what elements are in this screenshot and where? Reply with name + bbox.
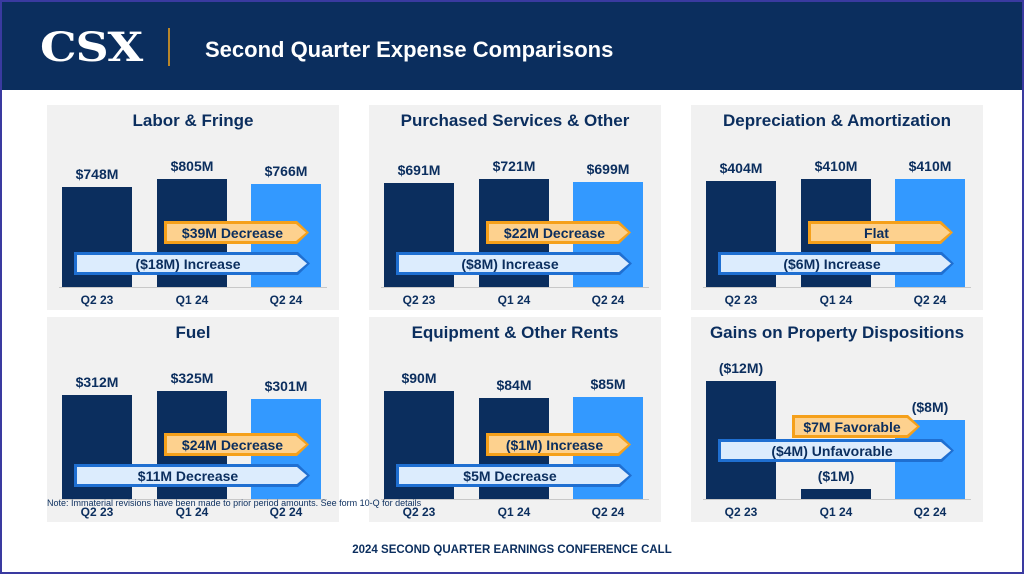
year-over-year-change-text: ($6M) Increase xyxy=(721,255,951,272)
sequential-change-text: $22M Decrease xyxy=(489,224,628,241)
data-label: $90M xyxy=(401,370,437,386)
data-label: $312M xyxy=(75,374,119,391)
category-label: Q2 24 xyxy=(591,293,625,307)
category-label: Q1 24 xyxy=(175,505,209,519)
sequential-change-arrow: $7M Favorable xyxy=(792,415,920,438)
category-label: Q2 23 xyxy=(724,505,758,519)
sequential-change-text: $24M Decrease xyxy=(167,436,306,453)
year-over-year-change-arrow: $11M Decrease xyxy=(74,464,310,487)
category-label: Q2 24 xyxy=(269,505,303,519)
year-over-year-change-text: $5M Decrease xyxy=(399,467,629,484)
data-label: $721M xyxy=(492,158,536,174)
sequential-change-arrow: $22M Decrease xyxy=(486,221,631,244)
baseline xyxy=(703,499,971,500)
data-label: $766M xyxy=(264,163,308,180)
header-bar: CSX Second Quarter Expense Comparisons xyxy=(2,2,1022,90)
category-label: Q1 24 xyxy=(175,293,209,307)
slide-title: Second Quarter Expense Comparisons xyxy=(205,37,614,62)
sequential-change-text: $7M Favorable xyxy=(795,418,917,435)
chart-title: Depreciation & Amortization xyxy=(723,111,951,130)
category-label: Q1 24 xyxy=(497,293,531,307)
chart-title: Fuel xyxy=(175,323,211,342)
category-label: Q2 24 xyxy=(269,293,303,307)
chart-panel: Purchased Services & Other $691M Q2 23 $721… xyxy=(369,105,661,310)
chart-title: Purchased Services & Other xyxy=(400,111,630,130)
sequential-change-arrow: Flat xyxy=(808,221,953,244)
year-over-year-change-arrow: ($6M) Increase xyxy=(718,252,954,275)
year-over-year-change-text: ($8M) Increase xyxy=(399,255,629,272)
chart-panel: Equipment & Other Rents $90M Q2 23 $84M Q1 2… xyxy=(369,317,661,522)
baseline xyxy=(381,287,649,288)
chart-title: Labor & Fringe xyxy=(132,111,254,130)
footer: 2024 SECOND QUARTER EARNINGS CONFERENCE … xyxy=(352,544,672,556)
category-label: Q2 24 xyxy=(913,293,947,307)
chart-panel: Gains on Property Dispositions ($12M) Q2 2… xyxy=(691,317,983,522)
chart-title: Gains on Property Dispositions xyxy=(709,323,965,342)
baseline xyxy=(381,499,649,500)
category-label: Q2 23 xyxy=(402,293,436,307)
data-label: $84M xyxy=(496,377,532,394)
data-label: ($1M) xyxy=(817,468,855,485)
data-label: $410M xyxy=(814,158,858,174)
sequential-change-text: $39M Decrease xyxy=(167,224,306,241)
data-label: $699M xyxy=(586,161,630,178)
data-label: $404M xyxy=(719,159,763,176)
chart-panel: Labor & Fringe $748M Q2 23 $805M Q1 24 $766M Q… xyxy=(47,105,339,310)
category-label: Q1 24 xyxy=(819,293,853,307)
year-over-year-change-text: ($18M) Increase xyxy=(77,255,307,272)
sequential-change-arrow: ($1M) Increase xyxy=(486,433,631,456)
sequential-change-text: Flat xyxy=(811,224,950,241)
year-over-year-change-text: $11M Decrease xyxy=(77,467,307,484)
category-label: Q2 23 xyxy=(80,293,114,307)
category-label: Q2 23 xyxy=(80,505,114,519)
year-over-year-change-arrow: ($18M) Increase xyxy=(74,252,310,275)
data-label: ($12M) xyxy=(718,360,764,376)
data-label: $301M xyxy=(264,377,308,394)
sequential-change-text: ($1M) Increase xyxy=(489,436,628,453)
year-over-year-change-arrow: $5M Decrease xyxy=(396,464,632,487)
data-label: $325M xyxy=(170,370,214,386)
baseline xyxy=(59,287,327,288)
sequential-change-arrow: $39M Decrease xyxy=(164,221,309,244)
baseline xyxy=(59,499,327,500)
data-label: $410M xyxy=(908,158,952,174)
year-over-year-change-arrow: ($8M) Increase xyxy=(396,252,632,275)
year-over-year-change-text: ($4M) Unfavorable xyxy=(721,442,951,459)
category-label: Q1 24 xyxy=(819,505,853,519)
year-over-year-change-arrow: ($4M) Unfavorable xyxy=(718,439,954,462)
csx-logo: CSX xyxy=(40,24,143,71)
chart-panel: Fuel $312M Q2 23 $325M Q1 24 $301M Q2 24 $24M D… xyxy=(47,317,339,522)
data-label: $805M xyxy=(170,158,214,174)
footnote: Note: Immaterial revisions have been mad… xyxy=(47,498,422,508)
category-label: Q2 24 xyxy=(591,505,625,519)
category-label: Q2 23 xyxy=(402,505,436,519)
chart-title: Equipment & Other Rents xyxy=(411,323,619,342)
header-divider xyxy=(168,28,170,66)
category-label: Q2 24 xyxy=(913,505,947,519)
baseline xyxy=(703,287,971,288)
bar xyxy=(801,489,871,499)
category-label: Q1 24 xyxy=(497,505,531,519)
data-label: ($8M) xyxy=(911,399,949,416)
data-label: $85M xyxy=(590,376,626,392)
chart-panel: Depreciation & Amortization $404M Q2 23 $41… xyxy=(691,105,983,310)
data-label: $691M xyxy=(397,162,441,179)
category-label: Q2 23 xyxy=(724,293,758,307)
sequential-change-arrow: $24M Decrease xyxy=(164,433,309,456)
data-label: $748M xyxy=(75,165,119,182)
